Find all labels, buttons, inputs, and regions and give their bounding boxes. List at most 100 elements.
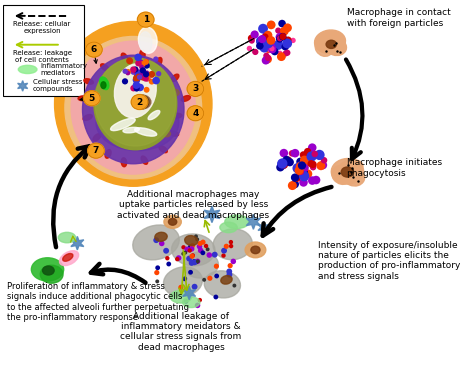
Point xyxy=(264,56,271,62)
Text: 1: 1 xyxy=(143,15,149,24)
Circle shape xyxy=(86,42,102,57)
Point xyxy=(175,255,182,261)
Point xyxy=(263,37,270,43)
Ellipse shape xyxy=(55,22,212,186)
Point xyxy=(246,46,253,52)
Point xyxy=(153,269,161,275)
Point xyxy=(288,150,296,157)
Point xyxy=(264,55,272,61)
Point xyxy=(280,150,288,156)
Point xyxy=(300,179,307,185)
Point xyxy=(226,272,233,278)
Point xyxy=(134,54,142,60)
Text: 2: 2 xyxy=(137,98,143,106)
Point xyxy=(282,44,289,50)
Point xyxy=(201,277,208,283)
Point xyxy=(139,61,146,67)
Point xyxy=(256,43,264,49)
Point xyxy=(309,145,316,151)
Point xyxy=(258,36,266,42)
Point xyxy=(281,28,288,34)
Ellipse shape xyxy=(331,158,364,184)
Point xyxy=(289,37,297,43)
Point xyxy=(190,258,198,264)
Text: Proliferation of inflammatory & stress
signals induce additional phagocytic cell: Proliferation of inflammatory & stress s… xyxy=(7,282,189,322)
Text: Release: leakage
of cell contents: Release: leakage of cell contents xyxy=(13,50,72,63)
Point xyxy=(304,171,311,177)
Ellipse shape xyxy=(181,95,191,101)
Point xyxy=(144,75,151,81)
Ellipse shape xyxy=(172,113,182,118)
Point xyxy=(143,87,150,93)
Point xyxy=(247,35,255,41)
Point xyxy=(154,265,162,271)
Polygon shape xyxy=(204,206,220,223)
Text: 4: 4 xyxy=(192,109,199,118)
Point xyxy=(308,154,315,160)
Ellipse shape xyxy=(225,215,249,228)
Point xyxy=(266,39,273,45)
Ellipse shape xyxy=(141,156,148,164)
Ellipse shape xyxy=(171,74,179,82)
Point xyxy=(154,279,161,285)
Point xyxy=(261,34,269,40)
Point xyxy=(180,251,187,257)
Point xyxy=(309,177,316,184)
Point xyxy=(143,70,151,76)
Point xyxy=(248,38,255,44)
Point xyxy=(295,167,303,173)
Ellipse shape xyxy=(18,65,37,74)
Point xyxy=(142,75,149,81)
Ellipse shape xyxy=(344,168,365,186)
Ellipse shape xyxy=(170,89,179,96)
Point xyxy=(283,157,290,163)
Point xyxy=(187,244,194,250)
Point xyxy=(134,73,141,79)
Point xyxy=(173,256,181,262)
Ellipse shape xyxy=(183,252,219,278)
Point xyxy=(229,258,237,264)
Point xyxy=(177,284,185,290)
Point xyxy=(276,164,284,170)
Point xyxy=(133,77,140,83)
Point xyxy=(301,160,309,166)
Point xyxy=(213,263,220,269)
Point xyxy=(297,164,304,170)
Ellipse shape xyxy=(132,95,151,109)
Ellipse shape xyxy=(338,160,363,175)
Ellipse shape xyxy=(245,242,266,258)
Point xyxy=(263,32,270,38)
Point xyxy=(124,69,132,75)
Point xyxy=(165,261,173,267)
Point xyxy=(164,255,171,261)
Ellipse shape xyxy=(93,134,100,141)
Point xyxy=(227,263,234,269)
Point xyxy=(278,21,286,27)
Ellipse shape xyxy=(65,36,201,179)
Point xyxy=(297,163,305,169)
Point xyxy=(139,67,146,73)
Point xyxy=(310,164,317,170)
Point xyxy=(291,174,299,180)
Circle shape xyxy=(187,81,204,97)
Text: Additional macrophages may
uptake particles released by less
activated and dead : Additional macrophages may uptake partic… xyxy=(117,190,269,220)
Point xyxy=(142,72,149,78)
Point xyxy=(276,34,283,40)
Point xyxy=(279,30,286,36)
Ellipse shape xyxy=(162,131,171,137)
Point xyxy=(263,53,270,59)
Point xyxy=(265,46,273,52)
Ellipse shape xyxy=(59,251,79,266)
Point xyxy=(298,163,306,169)
Point xyxy=(320,157,328,163)
Ellipse shape xyxy=(95,58,176,146)
Ellipse shape xyxy=(155,232,167,241)
Point xyxy=(134,69,141,75)
Point xyxy=(276,36,283,42)
Point xyxy=(148,79,155,85)
Circle shape xyxy=(131,95,148,109)
Point xyxy=(121,78,129,84)
Ellipse shape xyxy=(139,32,152,52)
Point xyxy=(186,247,193,253)
Point xyxy=(162,248,170,254)
